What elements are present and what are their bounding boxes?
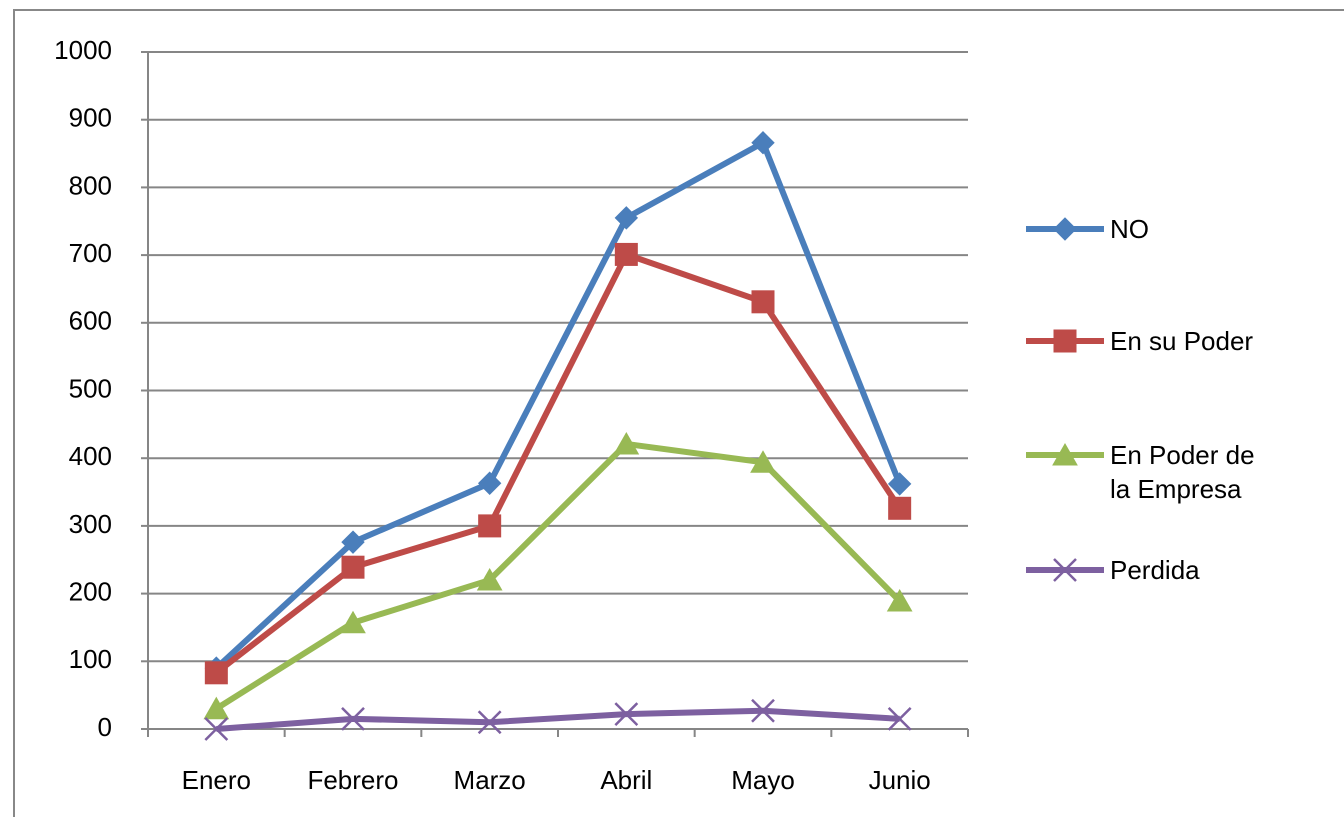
marker-x [614, 702, 639, 726]
series-line [214, 139, 903, 671]
y-tick-label: 700 [69, 238, 112, 268]
legend-label: En su Poder [1110, 326, 1254, 356]
marker-x [887, 706, 912, 731]
legend-marker [1053, 558, 1077, 582]
y-tick-label: 400 [69, 441, 112, 471]
y-tick-label: 500 [69, 373, 112, 403]
data-point [751, 698, 775, 723]
data-point [614, 242, 638, 266]
legend-label-box: En Poder de la Empresa [1110, 440, 1255, 504]
legend-label-box: En su Poder [1110, 326, 1254, 356]
x-tick-label: Junio [869, 765, 931, 795]
data-point [340, 610, 366, 634]
data-point [887, 706, 912, 731]
data-point [750, 450, 776, 473]
x-tick-label: Febrero [307, 765, 398, 795]
y-tick-label: 900 [69, 103, 112, 133]
y-tick-label: 600 [69, 306, 112, 336]
chart-border [13, 9, 1344, 817]
data-point [341, 706, 365, 731]
y-tick-label: 1000 [54, 35, 112, 65]
data-point [751, 290, 775, 314]
data-point [477, 710, 502, 735]
x-tick-label: Enero [182, 765, 251, 795]
data-point [887, 472, 912, 496]
legend-marker [1053, 329, 1077, 353]
y-tick-label: 800 [69, 170, 112, 200]
data-point [477, 471, 502, 495]
series-line [214, 440, 902, 712]
series-line [214, 251, 903, 676]
y-tick-label: 200 [69, 576, 112, 606]
legend-label: NO [1110, 214, 1149, 244]
legend-marker [1053, 217, 1077, 241]
data-point [886, 589, 913, 612]
data-point [888, 496, 912, 520]
marker-x [477, 710, 502, 735]
series-line [216, 707, 900, 732]
legend-label: En Poder de la Empresa [1110, 440, 1255, 504]
marker-x [1053, 558, 1077, 582]
y-tick-label: 100 [69, 644, 112, 674]
marker-x [751, 698, 775, 723]
data-point [341, 555, 365, 579]
data-point [204, 717, 229, 741]
legend-label: Perdida [1110, 555, 1200, 585]
legend-label-box: NO [1110, 214, 1149, 244]
data-point [614, 206, 639, 230]
data-point [478, 514, 502, 538]
y-tick-label: 0 [98, 712, 112, 742]
legend-label-box: Perdida [1110, 555, 1200, 585]
data-point [751, 131, 775, 155]
data-point [614, 702, 639, 726]
data-point [203, 696, 230, 720]
data-point [341, 530, 365, 554]
y-tick-label: 300 [69, 509, 112, 539]
marker-x [341, 706, 365, 731]
x-tick-label: Abril [600, 765, 652, 795]
legend-marker [1052, 442, 1078, 466]
x-tick-label: Mayo [731, 765, 795, 795]
data-point [613, 431, 640, 455]
data-point [476, 568, 503, 591]
marker-x [204, 717, 229, 741]
data-point [204, 661, 228, 685]
x-tick-label: Marzo [454, 765, 526, 795]
